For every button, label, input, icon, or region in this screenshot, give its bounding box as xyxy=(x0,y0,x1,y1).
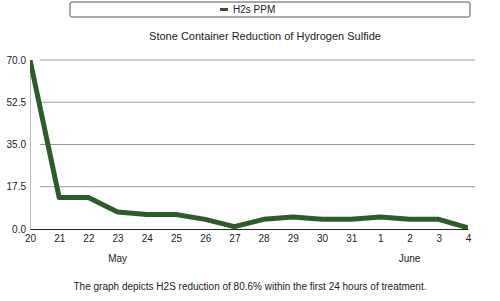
x-axis: 2021222324252627282930311234 xyxy=(25,229,472,244)
x-tick: 22 xyxy=(83,229,95,244)
x-tick: 30 xyxy=(317,229,329,244)
chart: H2s PPM Stone Container Reduction of Hydr… xyxy=(0,0,500,301)
x-tick: 1 xyxy=(378,229,384,244)
y-tick: 70.0 xyxy=(7,55,30,66)
grid-line xyxy=(40,144,475,145)
x-tick: 31 xyxy=(346,229,358,244)
data-line xyxy=(30,60,468,228)
x-tick-label: 3 xyxy=(437,233,443,244)
x-tick: 25 xyxy=(171,229,183,244)
x-tick: 26 xyxy=(200,229,212,244)
legend-label: H2s PPM xyxy=(233,4,275,15)
grid-line xyxy=(40,102,475,103)
x-tick-label: 27 xyxy=(229,233,241,244)
x-tick-label: 29 xyxy=(288,233,300,244)
legend-box xyxy=(70,2,470,17)
x-tick: 20 xyxy=(25,229,37,244)
x-tick: 21 xyxy=(54,229,66,244)
title: Stone Container Reduction of Hydrogen Su… xyxy=(149,30,381,42)
month-label: May xyxy=(108,253,127,264)
x-tick-label: 26 xyxy=(200,233,212,244)
y-tick-label: 52.5 xyxy=(7,97,27,108)
grid-line xyxy=(40,60,475,61)
y-tick: 35.0 xyxy=(7,139,30,150)
month-label: June xyxy=(399,253,421,264)
x-tick-label: 1 xyxy=(378,233,384,244)
y-tick-label: 35.0 xyxy=(7,139,27,150)
x-tick: 4 xyxy=(466,229,472,244)
x-tick: 2 xyxy=(407,229,413,244)
plot-area xyxy=(30,60,468,228)
x-tick-label: 20 xyxy=(25,233,37,244)
x-tick-label: 24 xyxy=(142,233,154,244)
y-axis: 0.017.535.052.570.0 xyxy=(7,55,31,235)
x-tick-label: 23 xyxy=(113,233,125,244)
x-tick: 28 xyxy=(259,229,271,244)
y-tick-label: 70.0 xyxy=(7,55,27,66)
x-tick: 23 xyxy=(113,229,125,244)
x-tick: 29 xyxy=(288,229,300,244)
x-axis-line xyxy=(31,229,469,230)
x-tick-label: 22 xyxy=(83,233,95,244)
y-tick: 52.5 xyxy=(7,97,30,108)
x-tick-label: 25 xyxy=(171,233,183,244)
legend: H2s PPM xyxy=(70,2,470,17)
x-tick-label: 31 xyxy=(346,233,358,244)
x-tick: 27 xyxy=(229,229,241,244)
x-tick-label: 28 xyxy=(259,233,271,244)
x-tick-label: 30 xyxy=(317,233,329,244)
x-tick-label: 4 xyxy=(466,233,472,244)
y-tick: 17.5 xyxy=(7,181,30,192)
legend-swatch xyxy=(220,8,228,11)
grid xyxy=(40,60,475,187)
x-tick-label: 21 xyxy=(54,233,66,244)
x-tick-label: 2 xyxy=(407,233,413,244)
caption: The graph depicts H2S reduction of 80.6%… xyxy=(74,281,427,292)
x-tick: 24 xyxy=(142,229,154,244)
grid-line xyxy=(40,186,475,187)
x-tick: 3 xyxy=(437,229,443,244)
y-tick-label: 17.5 xyxy=(7,181,27,192)
y-axis-line xyxy=(30,61,31,230)
